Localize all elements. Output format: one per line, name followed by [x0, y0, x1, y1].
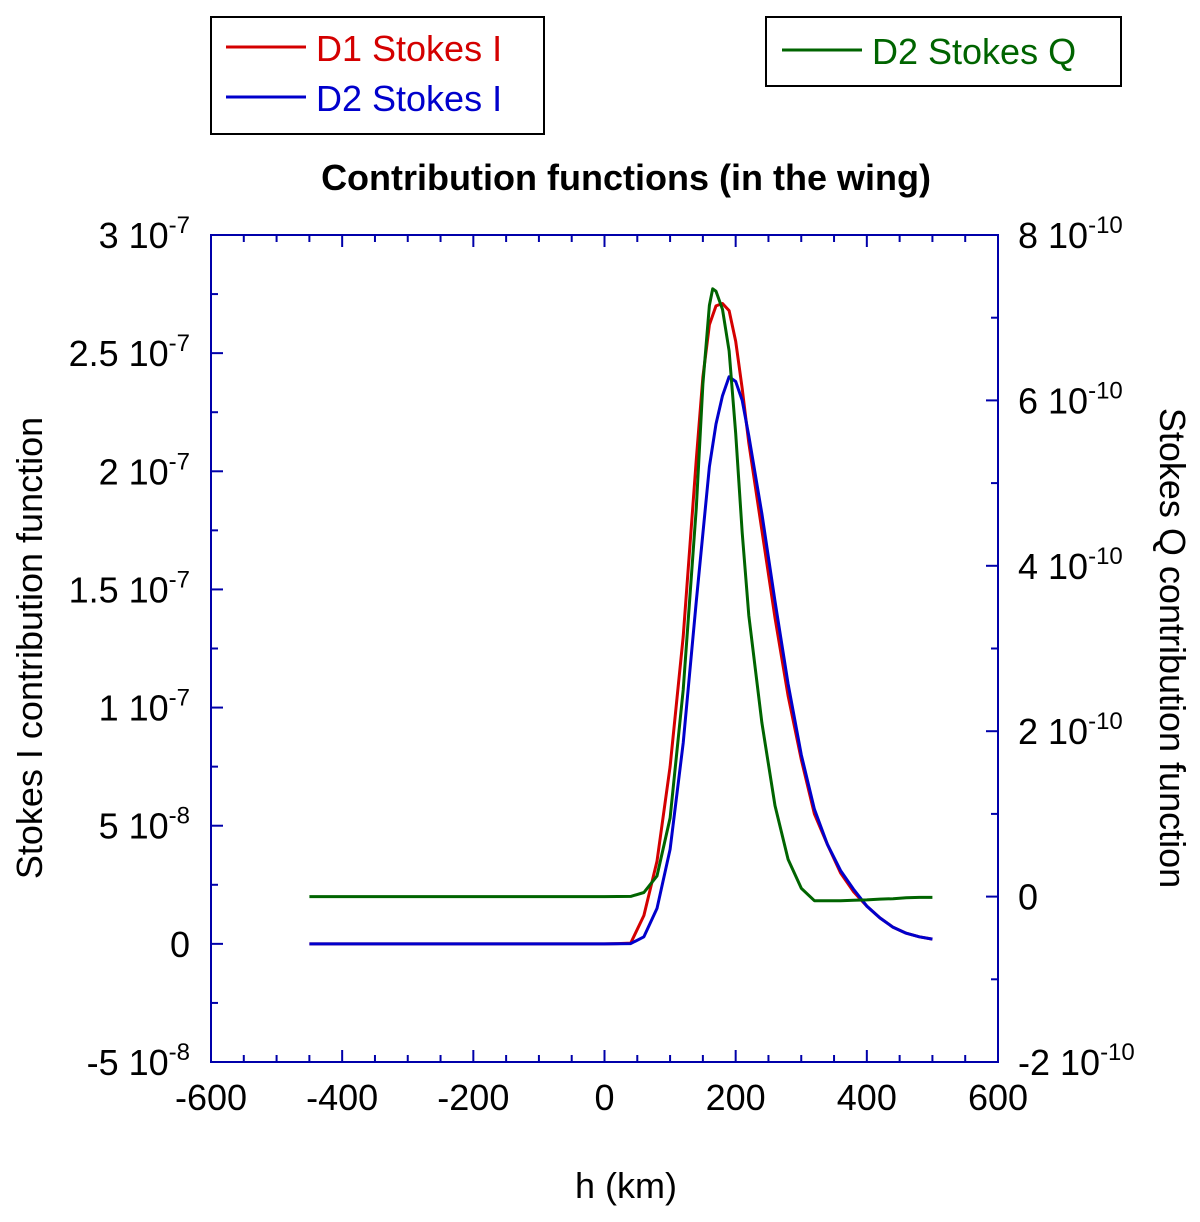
y-axis-label: Stokes I contribution function: [9, 417, 50, 879]
series-line-d1-stokes-i: [309, 302, 933, 946]
x-tick-label: -600: [175, 1077, 247, 1118]
y-tick-label: 2.5 10-7: [69, 330, 190, 374]
legend-left: D1 Stokes I D2 Stokes I: [210, 16, 545, 135]
x-tick-label: 600: [968, 1077, 1028, 1118]
series-line-d2-stokes-i: [309, 375, 933, 946]
y2-tick-label: 2 10-10: [1018, 708, 1123, 752]
y2-tick-label: 6 10-10: [1018, 377, 1123, 421]
ticks-layer: -600 -400 -200 0 200 400 600 -5 10-8 0 5 10-8 1 10…: [69, 212, 1135, 1118]
y-tick-label: 2 10-7: [99, 448, 190, 492]
legend-label-d2-stokes-i: D2 Stokes I: [316, 78, 502, 119]
y2-axis-label: Stokes Q contribution function: [1152, 408, 1193, 888]
series-layer: [309, 287, 933, 946]
x-tick-label: -200: [437, 1077, 509, 1118]
legend-left-box: [210, 16, 545, 135]
plot-frame: [210, 234, 999, 1063]
y-tick-label: 5 10-8: [99, 803, 190, 847]
legend-right: D2 Stokes Q: [765, 16, 1122, 87]
legend-label-d2-stokes-q: D2 Stokes Q: [872, 31, 1076, 72]
y-tick-label: 3 10-7: [99, 212, 190, 256]
legend-right-box: [765, 16, 1122, 87]
legend-label-d1-stokes-i: D1 Stokes I: [316, 28, 502, 69]
y2-tick-label: -2 10-10: [1018, 1039, 1135, 1083]
series-line-d2-stokes-q: [309, 287, 933, 903]
y-tick-label: 1.5 10-7: [69, 566, 190, 610]
y-tick-label: -5 10-8: [87, 1039, 190, 1083]
x-tick-label: 0: [594, 1077, 614, 1118]
x-tick-label: -400: [306, 1077, 378, 1118]
chart-title: Contribution functions (in the wing): [321, 157, 931, 198]
y2-tick-label: 8 10-10: [1018, 212, 1123, 256]
x-axis-label: h (km): [575, 1165, 677, 1206]
y-tick-label: 1 10-7: [99, 685, 190, 729]
x-tick-label: 200: [706, 1077, 766, 1118]
y2-tick-label: 4 10-10: [1018, 543, 1123, 587]
x-tick-label: 400: [837, 1077, 897, 1118]
y2-tick-label: 0: [1018, 877, 1038, 918]
y-tick-label: 0: [170, 924, 190, 965]
